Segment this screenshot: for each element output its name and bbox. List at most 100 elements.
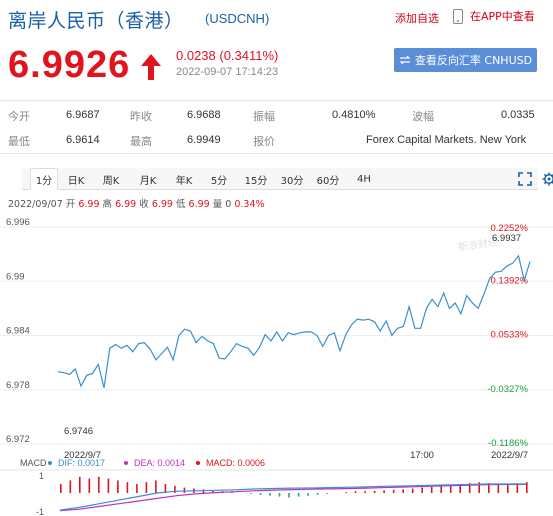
prev-close-value: 6.9688 (187, 109, 221, 121)
tab-15min[interactable]: 15分 (244, 175, 268, 187)
macd-dif-label: DIF: 0.0017 (58, 458, 105, 468)
macd-bar (459, 484, 461, 493)
open-in-app-label: 在APP中查看 (470, 10, 535, 23)
macd-bar (212, 490, 214, 493)
macd-bar (316, 493, 319, 495)
macd-tick-label: -1 (36, 507, 44, 516)
macd-bar (155, 480, 157, 493)
symbol-code: (USDCNH) (205, 11, 270, 26)
macd-bar (421, 487, 423, 493)
macd-bar (288, 493, 290, 498)
add-watchlist-link[interactable]: 添加自选 (395, 12, 439, 25)
macd-tick-label: 1 (39, 471, 44, 481)
y-tick-label: 6.984 (6, 326, 30, 337)
y-tick-label: 6.99 (6, 271, 25, 282)
prev-close-label: 昨收 (130, 110, 152, 123)
info-pct: 0.34% (234, 199, 265, 210)
page-title: 离岸人民币（香港） (8, 10, 184, 32)
macd-bar (278, 493, 281, 497)
macd-bar (411, 488, 414, 493)
macd-bar (250, 493, 252, 494)
macd-bar (69, 480, 72, 493)
arrow-up-icon (141, 54, 161, 80)
macd-bar (79, 476, 81, 493)
price-change: 0.0238 (0.3411%) (176, 48, 279, 63)
low-label: 最低 (8, 135, 30, 148)
amplitude-label: 振幅 (253, 110, 275, 123)
macd-dif-line (59, 483, 526, 511)
macd-bar (117, 480, 119, 493)
tab-weekly[interactable]: 周K (102, 175, 120, 187)
reverse-rate-button[interactable]: 查看反向汇率 CNHUSD (394, 48, 537, 72)
stats-table: 今开 6.9687 昨收 6.9688 振幅 0.4810% 波幅 0.0335… (0, 100, 553, 154)
macd-bar (259, 493, 262, 495)
right-tick-label: 0.1392% (490, 275, 528, 286)
info-high: 6.99 (115, 199, 137, 210)
macd-dea-label: DEA: 0.0014 (134, 458, 185, 468)
open-value: 6.9687 (66, 109, 100, 121)
bar-info-line: 2022/09/07 开 6.99 高 6.99 收 6.99 低 6.99 量… (8, 196, 265, 210)
macd-bar (526, 482, 528, 493)
macd-bar (231, 492, 233, 493)
amplitude-value: 0.4810% (332, 109, 376, 121)
gear-icon[interactable] (542, 172, 553, 186)
macd-bar (383, 490, 385, 493)
macd-bar (364, 491, 366, 493)
macd-legend: MACD DIF: 0.0017 DEA: 0.0014 MACD: 0.000… (20, 458, 265, 468)
low-value: 6.9614 (66, 134, 100, 146)
quote-summary: 6.9926 0.0238 (0.3411%) 2022-09-07 17:14… (0, 42, 553, 92)
info-open-label: 开 (65, 199, 76, 210)
y-tick-label: 6.978 (6, 380, 30, 391)
y-tick-label: 6.996 (6, 217, 30, 228)
info-close-label: 收 (139, 199, 149, 210)
macd-bar (392, 489, 395, 493)
tab-monthly[interactable]: 月K (139, 175, 157, 187)
macd-bar (98, 476, 100, 493)
low-label: 6.9746 (64, 426, 93, 437)
macd-bar (449, 484, 452, 493)
tab-5min[interactable]: 5分 (210, 175, 228, 187)
macd-bar (402, 489, 404, 493)
info-vol-label: 量 (212, 199, 223, 210)
macd-bar (430, 486, 433, 493)
info-low: 6.99 (188, 199, 210, 210)
open-label: 今开 (8, 110, 30, 123)
macd-bar (326, 493, 328, 494)
macd-bar (145, 482, 148, 493)
macd-bar (183, 487, 186, 493)
tab-4h[interactable]: 4H (357, 173, 371, 185)
chart-period-tabs: 1分 日K 周K 月K 年K 5分 15分 30分 60分 4H (22, 168, 553, 190)
info-close: 6.99 (151, 199, 173, 210)
macd-bar (516, 483, 519, 493)
macd-bar (497, 484, 500, 493)
price-line (57, 254, 531, 389)
info-open: 6.99 (78, 199, 100, 210)
macd-bar (136, 484, 138, 493)
chart-grid (0, 226, 553, 445)
tab-60min[interactable]: 60分 (316, 175, 340, 187)
tab-daily[interactable]: 日K (67, 175, 85, 187)
macd-value-label: MACD: 0.0006 (206, 458, 265, 468)
macd-bar (126, 482, 129, 493)
tab-yearly[interactable]: 年K (175, 175, 193, 187)
quote-source-value: Forex Capital Markets. New York (366, 134, 527, 146)
macd-bar (107, 478, 110, 493)
x-tick-label: 2022/9/7 (64, 450, 101, 461)
reverse-rate-label: 查看反向汇率 CNHUSD (414, 54, 533, 67)
macd-bar (488, 483, 490, 493)
right-tick-label: -0.1186% (488, 438, 529, 449)
macd-bar (468, 483, 471, 493)
x-tick-label: 2022/9/7 (491, 450, 528, 461)
high-label: 6.9937 (492, 233, 521, 244)
tab-1min[interactable]: 1分 (30, 168, 58, 190)
volatility-label: 波幅 (412, 110, 434, 123)
current-price: 6.9926 (8, 44, 131, 86)
x-axis: 2022/9/7 17:00 2022/9/7 (64, 450, 528, 461)
volatility-value: 0.0335 (501, 109, 535, 121)
macd-bar (354, 491, 357, 493)
fullscreen-icon[interactable] (518, 172, 532, 186)
open-in-app-link[interactable]: 在APP中查看 (453, 8, 535, 24)
tab-30min[interactable]: 30分 (280, 175, 304, 187)
header: 离岸人民币（香港） (USDCNH) 添加自选 在APP中查看 (0, 0, 553, 40)
